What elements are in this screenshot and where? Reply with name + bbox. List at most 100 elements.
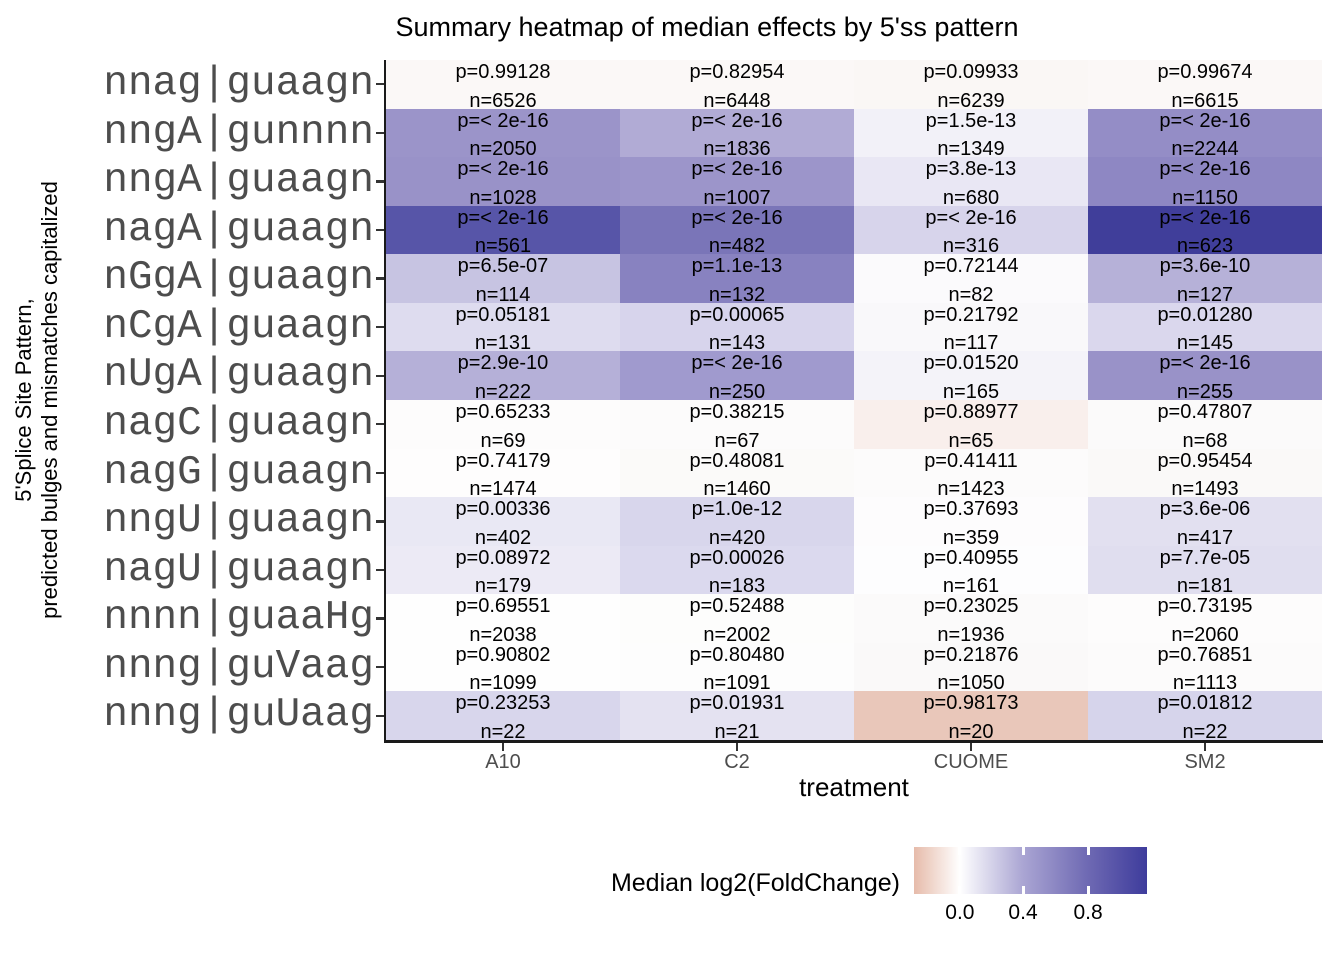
cell-p-value: p=< 2e-16	[457, 206, 549, 229]
y-tick-mark	[376, 228, 384, 232]
cell-p-value: p=0.48081	[689, 449, 785, 472]
heatmap-cell: p=3.6e-10 n=127	[1088, 254, 1322, 306]
cell-n-count: n=1091	[703, 672, 771, 695]
x-tick-mark	[501, 742, 505, 751]
cell-p-value: p=< 2e-16	[1159, 158, 1251, 181]
y-tick-mark	[376, 714, 384, 717]
y-tick-mark	[376, 325, 384, 329]
cell-p-value: p=< 2e-16	[691, 109, 783, 132]
y-tick-mark	[376, 520, 384, 523]
cell-p-value: p=0.80480	[689, 643, 785, 666]
cell-n-count: n=1836	[703, 138, 771, 161]
cell-n-count: n=127	[1176, 283, 1234, 306]
cell-p-value: p=0.21876	[923, 643, 1019, 666]
cell-n-count: n=183	[708, 575, 766, 598]
y-tick-mark	[376, 374, 384, 377]
cell-p-value: p=0.00065	[689, 303, 785, 326]
cell-p-value: p=0.37693	[923, 498, 1019, 521]
cell-n-count: n=1150	[1172, 186, 1238, 209]
cell-n-count: n=117	[943, 332, 999, 355]
cell-p-value: p=0.74179	[455, 449, 551, 472]
heatmap-grid: p=0.99128 n=6526 p=0.82954 n=6448 p=0.09933 n…	[386, 60, 1322, 743]
x-tick-mark	[1203, 742, 1207, 751]
cell-n-count: n=2050	[469, 138, 537, 161]
cell-n-count: n=22	[1182, 720, 1228, 743]
cell-p-value: p=0.01280	[1157, 303, 1253, 326]
cell-n-count: n=1113	[1172, 672, 1238, 695]
heatmap-cell: p=< 2e-16 n=482	[620, 205, 854, 258]
heatmap-cell: p=0.38215 n=67	[620, 400, 854, 452]
cell-p-value: p=0.95454	[1157, 449, 1253, 472]
cell-p-value: p=0.23253	[455, 692, 551, 715]
cell-p-value: p=< 2e-16	[691, 206, 783, 229]
x-tick-label: SM2	[1184, 751, 1226, 773]
cell-p-value: p=0.09933	[923, 61, 1019, 83]
heatmap-cell: p=0.23025 n=1936	[854, 594, 1088, 646]
cell-n-count: n=1460	[703, 478, 771, 501]
legend-title: Median log2(FoldChange)	[610, 869, 900, 897]
cell-n-count: n=402	[474, 526, 532, 549]
legend-tick-label: 0.0	[945, 901, 975, 924]
x-tick-label: CUOME	[933, 751, 1009, 773]
cell-n-count: n=482	[708, 235, 766, 258]
cell-p-value: p=0.47807	[1157, 401, 1253, 423]
heatmap-cell: p=0.99128 n=6526	[386, 60, 620, 112]
y-tick-label: nagC|guaagn	[103, 401, 374, 447]
cell-p-value: p=0.40955	[923, 546, 1019, 569]
heatmap-cell: p=6.5e-07 n=114	[386, 254, 620, 306]
cell-n-count: n=181	[1176, 575, 1234, 598]
heatmap-cell: p=0.95454 n=1493	[1088, 448, 1322, 501]
cell-p-value: p=0.65233	[455, 401, 551, 423]
heatmap-cell: p=2.9e-10 n=222	[386, 351, 620, 403]
heatmap-cell: p=0.88977 n=65	[854, 400, 1088, 452]
cell-n-count: n=1028	[469, 186, 537, 209]
y-tick-label: nngA|guaagn	[103, 158, 374, 205]
cell-p-value: p=0.72144	[923, 255, 1019, 278]
cell-n-count: n=6526	[469, 89, 537, 112]
heatmap-cell: p=0.48081 n=1460	[620, 448, 854, 501]
cell-n-count: n=255	[1176, 380, 1234, 403]
heatmap-cell: p=1.0e-12 n=420	[620, 497, 854, 549]
cell-p-value: p=1.1e-13	[691, 255, 783, 278]
cell-n-count: n=1050	[937, 672, 1005, 695]
heatmap-cell: p=0.01931 n=21	[620, 691, 854, 743]
cell-p-value: p=0.88977	[923, 401, 1019, 423]
y-axis-line	[383, 60, 386, 742]
cell-p-value: p=0.05181	[455, 303, 551, 326]
cell-p-value: p=1.0e-12	[691, 498, 783, 521]
cell-p-value: p=0.82954	[689, 61, 785, 83]
cell-p-value: p=0.01812	[1157, 692, 1253, 715]
cell-p-value: p=0.41411	[924, 449, 1018, 472]
cell-n-count: n=65	[948, 429, 994, 452]
x-axis-title: treatment	[799, 772, 909, 802]
cell-p-value: p=1.5e-13	[925, 109, 1017, 132]
cell-p-value: p=< 2e-16	[691, 352, 783, 375]
legend-tick-mark	[1021, 886, 1025, 894]
y-tick-label: nnnn|guaaHg	[103, 595, 374, 642]
heatmap-cell: p=0.41411 n=1423	[854, 448, 1088, 500]
cell-p-value: p=2.9e-10	[457, 352, 549, 375]
cell-p-value: p=6.5e-07	[457, 255, 549, 278]
heatmap-cell: p=< 2e-16 n=561	[386, 205, 620, 257]
y-tick-mark	[376, 568, 384, 572]
y-tick-mark	[376, 131, 384, 135]
heatmap-cell: p=< 2e-16 n=2244	[1088, 108, 1322, 161]
cell-n-count: n=68	[1182, 429, 1228, 452]
heatmap-cell: p=3.6e-06 n=417	[1088, 497, 1322, 549]
cell-n-count: n=1493	[1171, 478, 1239, 501]
heatmap-cell: p=0.08972 n=179	[386, 545, 620, 597]
cell-p-value: p=< 2e-16	[457, 109, 549, 132]
heatmap-cell: p=0.40955 n=161	[854, 545, 1088, 597]
cell-n-count: n=67	[714, 429, 760, 452]
cell-n-count: n=6615	[1171, 89, 1239, 112]
heatmap-cell: p=1.5e-13 n=1349	[854, 108, 1088, 161]
cell-p-value: p=0.23025	[923, 595, 1019, 618]
y-tick-mark	[376, 423, 384, 426]
cell-n-count: n=2244	[1171, 138, 1239, 161]
cell-n-count: n=1349	[937, 138, 1005, 161]
heatmap-cell: p=0.05181 n=131	[386, 302, 620, 354]
y-tick-label: nagA|guaagn	[103, 206, 374, 253]
cell-p-value: p=3.6e-06	[1159, 498, 1251, 521]
heatmap-cell: p=< 2e-16 n=2050	[386, 108, 620, 161]
